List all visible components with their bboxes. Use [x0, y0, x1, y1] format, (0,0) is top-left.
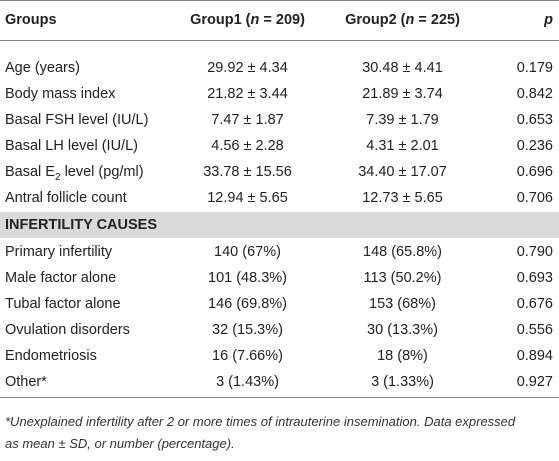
cell-text: Group1 (	[190, 12, 251, 28]
table-cell: 0.790	[516, 244, 553, 260]
table-cell: 12.94 ± 5.65	[207, 190, 288, 206]
table-cell: 21.89 ± 3.74	[362, 86, 443, 102]
table-cell: Male factor alone	[5, 270, 117, 286]
table-cell: 0.693	[516, 270, 553, 286]
table-cell: 18 (8%)	[377, 348, 428, 364]
table-cell: 33.78 ± 15.56	[203, 164, 292, 180]
table-cell: 101 (48.3%)	[208, 270, 287, 286]
table-cell: Basal E2 level (pg/ml)	[5, 159, 175, 185]
table-cell: 4.56 ± 2.28	[211, 138, 284, 154]
table-row: Primary infertility 140 (67%) 148 (65.8%) 0…	[0, 239, 559, 265]
table-row: Groups Group1 (n = 209) Group2 (n = 225) p	[0, 7, 559, 33]
cell-text: 2	[54, 171, 61, 183]
bottom-rule	[0, 397, 559, 398]
table-cell: Basal LH level (IU/L)	[5, 138, 138, 154]
table-cell: Ovulation disorders	[5, 322, 130, 338]
table-cell: 0.894	[516, 348, 553, 364]
table-cell: p	[480, 7, 553, 33]
cell-text: n	[250, 12, 260, 28]
footnote: as mean ± SD, or number (percentage).	[5, 436, 235, 451]
cell-text: p	[544, 12, 553, 28]
table-row: Basal E2 level (pg/ml) 33.78 ± 15.56 34.40…	[0, 159, 559, 185]
table-row: Other* 3 (1.43%) 3 (1.33%) 0.927	[0, 369, 559, 395]
table-cell: Group1 (n = 209)	[170, 7, 325, 33]
table-row: Basal FSH level (IU/L) 7.47 ± 1.87 7.39 ± …	[0, 107, 559, 133]
table-cell: 0.842	[516, 86, 553, 102]
table-cell: 140 (67%)	[214, 244, 281, 260]
table-cell: 148 (65.8%)	[363, 244, 442, 260]
section-band: INFERTILITY CAUSES	[0, 212, 559, 238]
table-cell: 21.82 ± 3.44	[207, 86, 288, 102]
table-cell: 29.92 ± 4.34	[207, 60, 288, 76]
table-cell: 0.236	[516, 138, 553, 154]
table-cell: 153 (68%)	[369, 296, 436, 312]
table-cell: 34.40 ± 17.07	[358, 164, 447, 180]
table-cell: 3 (1.33%)	[371, 374, 434, 390]
table-cell: 0.706	[516, 190, 553, 206]
table-cell: Body mass index	[5, 86, 116, 102]
cell-text: level (pg/ml)	[60, 164, 144, 180]
table-row: Tubal factor alone 146 (69.8%) 153 (68%) 0.…	[0, 291, 559, 317]
table-cell: Antral follicle count	[5, 190, 127, 206]
table-cell: 7.39 ± 1.79	[366, 112, 439, 128]
cell-text: n	[405, 12, 415, 28]
table-cell: 30 (13.3%)	[367, 322, 438, 338]
cell-text: = 225)	[414, 12, 460, 28]
table-cell: 0.927	[516, 374, 553, 390]
table-row: Antral follicle count 12.94 ± 5.65 12.73 ±…	[0, 185, 559, 211]
table-cell: 113 (50.2%)	[363, 270, 442, 286]
header-rule	[0, 40, 559, 41]
table-cell: 0.179	[516, 60, 553, 76]
table-cell: 3 (1.43%)	[216, 374, 279, 390]
table-cell: 0.556	[516, 322, 553, 338]
table-cell: Group2 (n = 225)	[325, 7, 480, 33]
table-row: Body mass index 21.82 ± 3.44 21.89 ± 3.74 0…	[0, 81, 559, 107]
table-row: Basal LH level (IU/L) 4.56 ± 2.28 4.31 ± 2…	[0, 133, 559, 159]
table-cell: 146 (69.8%)	[208, 296, 287, 312]
table-cell: Groups	[5, 12, 57, 28]
table-cell: 4.31 ± 2.01	[366, 138, 439, 154]
table-cell: 7.47 ± 1.87	[211, 112, 284, 128]
table-cell: 30.48 ± 4.41	[362, 60, 443, 76]
footnote: *Unexplained infertility after 2 or more…	[5, 414, 516, 429]
table-row: Age (years) 29.92 ± 4.34 30.48 ± 4.41 0.179	[0, 55, 559, 81]
cell-text: Basal E	[5, 164, 55, 180]
top-rule	[0, 0, 559, 1]
table-cell: 0.676	[516, 296, 553, 312]
cell-text: = 209)	[259, 12, 305, 28]
table-cell: 16 (7.66%)	[212, 348, 283, 364]
table-cell: Primary infertility	[5, 244, 113, 260]
table-row: Ovulation disorders 32 (15.3%) 30 (13.3%) 0…	[0, 317, 559, 343]
table-cell: 0.653	[516, 112, 553, 128]
table-cell: Tubal factor alone	[5, 296, 121, 312]
table-cell: 12.73 ± 5.65	[362, 190, 443, 206]
table-cell: Endometriosis	[5, 348, 97, 364]
table-cell: 32 (15.3%)	[212, 322, 283, 338]
table-cell: Basal FSH level (IU/L)	[5, 112, 149, 128]
table-cell: Other*	[5, 374, 47, 390]
section-title: INFERTILITY CAUSES	[5, 217, 157, 233]
table-cell: 0.696	[516, 164, 553, 180]
table-cell: Age (years)	[5, 60, 80, 76]
table-row: Male factor alone 101 (48.3%) 113 (50.2%) 0…	[0, 265, 559, 291]
table-row: Endometriosis 16 (7.66%) 18 (8%) 0.894	[0, 343, 559, 369]
cell-text: Group2 (	[345, 12, 406, 28]
